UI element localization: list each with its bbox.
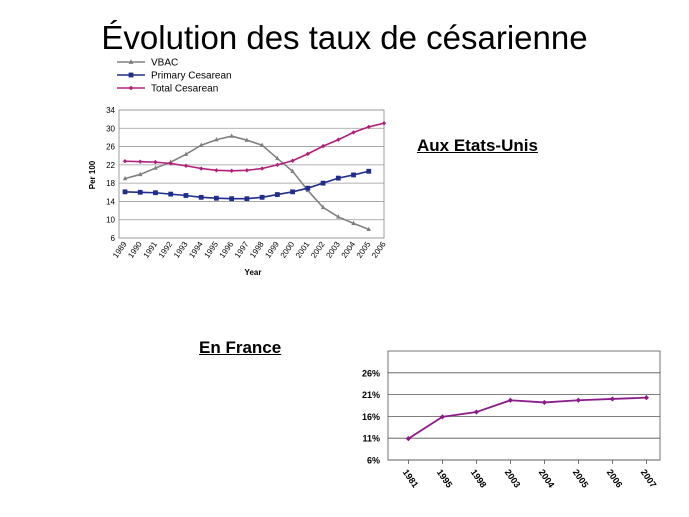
us-y-tick-label: 22 <box>106 161 115 170</box>
us-y-tick-label: 26 <box>106 143 115 152</box>
us-y-tick-label: 10 <box>106 216 115 225</box>
fr-x-tick-label: 1981 <box>401 467 421 489</box>
us-data-point <box>366 168 372 174</box>
us-data-point <box>336 137 341 142</box>
us-data-point <box>336 214 341 219</box>
us-legend-marker <box>128 72 134 78</box>
us-data-point <box>259 166 265 171</box>
us-data-point <box>351 172 356 178</box>
fr-data-point <box>541 399 547 406</box>
us-data-point <box>381 121 387 126</box>
us-data-point <box>229 133 234 138</box>
us-data-point <box>183 193 189 198</box>
us-data-point <box>244 137 250 142</box>
us-series-line-total-cesarean <box>124 122 385 172</box>
us-data-point <box>244 168 250 173</box>
us-data-point <box>214 195 219 201</box>
slide-title: Évolution des taux de césarienne <box>101 19 588 56</box>
us-data-point <box>214 168 219 173</box>
us-data-point <box>320 143 326 149</box>
us-data-point <box>366 226 371 232</box>
us-data-point <box>168 161 173 166</box>
fr-data-point <box>439 414 445 420</box>
us-data-point <box>290 189 295 195</box>
us-legend-marker <box>128 85 134 91</box>
fr-x-tick-label: 2005 <box>571 467 591 489</box>
us-legend-marker <box>128 59 134 64</box>
us-data-point <box>351 220 356 226</box>
us-data-point <box>229 168 234 173</box>
france-label: En France <box>199 338 282 357</box>
us-data-point <box>320 180 326 186</box>
fr-x-tick-label: 2004 <box>537 467 557 489</box>
fr-data-point <box>405 436 411 442</box>
us-legend-label: Total Cesarean <box>151 84 218 95</box>
us-data-point <box>214 137 219 142</box>
us-label: Aux Etats-Unis <box>417 136 538 155</box>
fr-data-point <box>507 397 513 403</box>
us-data-point <box>198 166 204 171</box>
us-data-point <box>229 196 235 202</box>
us-data-point <box>320 204 326 210</box>
us-legend-label: Primary Cesarean <box>151 71 232 82</box>
us-data-point <box>259 142 265 147</box>
fr-x-tick-label: 2006 <box>605 467 625 489</box>
us-x-axis-label: Year <box>245 268 262 277</box>
us-data-point <box>305 151 311 157</box>
us-data-point <box>153 165 158 170</box>
fr-x-tick-label: 1995 <box>435 467 455 489</box>
us-data-point <box>351 130 356 135</box>
fr-x-tick-label: 1998 <box>469 467 489 489</box>
us-y-axis-label: Per 100 <box>88 160 97 189</box>
us-data-point <box>275 155 280 161</box>
us-data-point <box>275 162 280 168</box>
us-y-tick-label: 34 <box>106 106 115 115</box>
us-data-point <box>122 159 128 164</box>
fr-plot-frame <box>387 350 661 461</box>
fr-x-tick-label: 2003 <box>503 467 523 489</box>
us-data-point <box>259 194 265 200</box>
us-data-point <box>183 163 189 168</box>
us-data-point <box>244 196 250 202</box>
us-data-point <box>183 151 189 157</box>
us-data-point <box>168 191 174 197</box>
us-y-tick-label: 14 <box>106 197 115 206</box>
us-data-point <box>198 194 204 200</box>
us-data-point <box>137 189 143 195</box>
fr-y-tick-label: 16% <box>362 412 380 422</box>
us-data-point <box>290 158 295 163</box>
fr-y-tick-label: 26% <box>362 368 380 378</box>
us-legend-label: VBAC <box>151 58 178 69</box>
us-data-point <box>366 124 371 130</box>
us-data-point <box>153 159 158 165</box>
us-data-point <box>198 142 204 147</box>
us-y-tick-label: 18 <box>106 179 115 188</box>
us-data-point <box>138 171 143 177</box>
us-data-point <box>305 185 311 191</box>
us-data-point <box>122 189 128 195</box>
fr-data-point <box>609 396 615 402</box>
us-y-tick-label: 30 <box>106 124 115 133</box>
us-data-point <box>122 175 128 181</box>
us-data-point <box>138 159 143 164</box>
us-data-point <box>274 192 280 197</box>
fr-y-tick-label: 11% <box>362 434 380 444</box>
fr-data-point <box>643 395 649 401</box>
fr-y-tick-label: 6% <box>367 456 380 466</box>
us-data-point <box>335 175 341 181</box>
us-data-point <box>290 168 295 173</box>
fr-data-point <box>575 397 581 403</box>
us-y-tick-label: 6 <box>111 234 116 243</box>
fr-data-point <box>473 409 479 415</box>
fr-series-line <box>407 396 647 440</box>
us-data-point <box>153 190 158 196</box>
fr-y-tick-label: 21% <box>362 390 380 400</box>
fr-x-tick-label: 2007 <box>639 467 659 489</box>
